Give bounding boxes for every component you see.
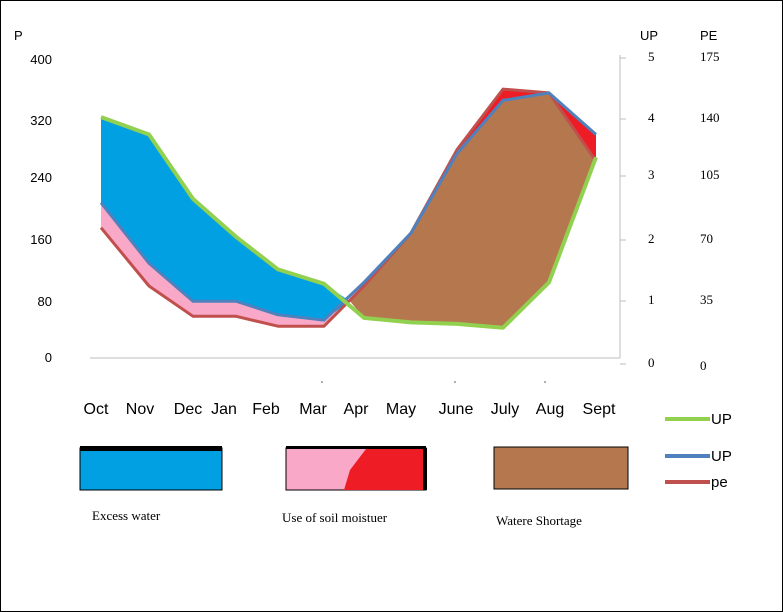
left-axis-ticks: 400 320 240 160 80 0 [30, 52, 52, 365]
left-axis: P [14, 28, 620, 359]
left-tick-label: 80 [38, 294, 52, 309]
legend-label: UP [711, 448, 732, 465]
pe-tick-label: 175 [700, 49, 720, 64]
x-tick-label: Aug [536, 401, 564, 418]
right-axis-pe-title: PE [700, 28, 718, 43]
pe-tick-label: 0 [700, 358, 707, 373]
left-tick-label: 240 [30, 170, 52, 185]
left-axis-title: P [14, 28, 23, 43]
up-tick-label: 3 [648, 167, 655, 182]
x-tick-label: Feb [252, 401, 280, 418]
up-tick-label: 5 [648, 49, 655, 64]
stray-dot [544, 381, 546, 383]
left-tick-label: 160 [30, 232, 52, 247]
soil-moisture-caption: Use of soil moistuer [282, 510, 388, 525]
excess-water-caption: Excess water [92, 508, 161, 523]
water-shortage-swatch [493, 446, 629, 490]
excess-water-area [101, 117, 350, 321]
stray-dot [321, 381, 323, 383]
right-axis-up: UP PE [619, 28, 718, 358]
left-tick-label: 0 [45, 350, 52, 365]
water-shortage-caption: Watere Shortage [496, 513, 582, 528]
series-lines [99, 87, 598, 330]
up-tick-label: 4 [648, 110, 655, 125]
x-tick-label: Oct [84, 401, 109, 418]
soil-moisture-recharge-area [350, 89, 596, 302]
legend-label: pe [711, 474, 728, 491]
x-tick-label: Mar [299, 401, 327, 418]
soil-moisture-swatch [285, 446, 427, 491]
right-axis-up-title: UP [640, 28, 658, 43]
x-tick-label: July [491, 401, 519, 418]
up-tick-label: 0 [648, 355, 655, 370]
pe-tick-label: 140 [700, 110, 720, 125]
stray-dot [454, 381, 456, 383]
water-shortage-area [350, 92, 596, 328]
legend: UP UP pe [665, 411, 732, 491]
left-tick-label: 400 [30, 52, 52, 67]
x-tick-label: June [439, 401, 474, 418]
area-fills [101, 89, 596, 328]
up-tick-label: 1 [648, 292, 655, 307]
x-tick-label: Nov [126, 401, 154, 418]
x-tick-label: Apr [344, 401, 370, 418]
x-tick-label: Sept [583, 401, 616, 418]
x-tick-label: Dec [174, 401, 202, 418]
legend-label: UP [711, 411, 732, 428]
pe-tick-label: 70 [700, 231, 713, 246]
excess-water-swatch [79, 446, 223, 491]
right-axis-ticks: 5 4 3 2 1 0 175 140 105 70 35 0 [620, 49, 720, 373]
pe-tick-label: 105 [700, 167, 720, 182]
pe-tick-label: 35 [700, 292, 713, 307]
x-axis-labels: Oct Nov Dec Jan Feb Mar Apr May June July Aug Sept [84, 401, 616, 418]
x-tick-label: Jan [211, 401, 237, 418]
x-tick-label: May [386, 401, 416, 418]
left-tick-label: 320 [30, 113, 52, 128]
up-tick-label: 2 [648, 231, 655, 246]
red-series-line [99, 87, 598, 328]
green-series-line [100, 115, 598, 330]
